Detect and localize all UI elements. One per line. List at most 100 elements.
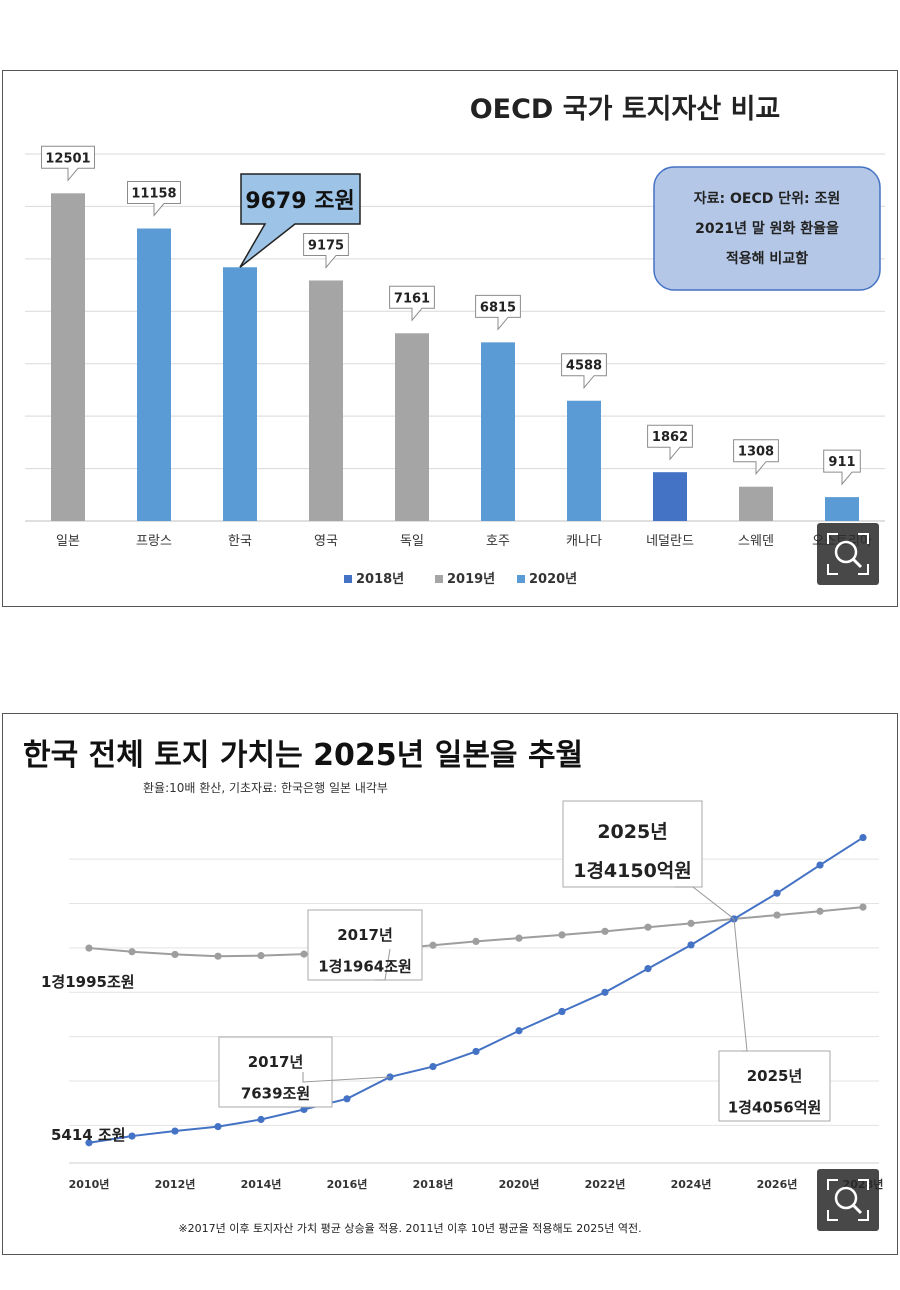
data-label-callout bbox=[41, 145, 95, 182]
x-tick-label: 영국 bbox=[314, 534, 338, 549]
cross-bottom-callout-box bbox=[718, 1050, 831, 1122]
footnote: ※2017년 이후 토지자산 가치 평균 상승율 적용. 2011년 이후 10… bbox=[178, 1221, 641, 1235]
data-label: 9175 bbox=[308, 238, 344, 253]
series-1-point-5 bbox=[300, 1105, 308, 1114]
series-0-point-4 bbox=[257, 952, 265, 960]
series-0-point-9 bbox=[472, 937, 480, 946]
series-0-point-2 bbox=[171, 950, 179, 959]
data-label-callout bbox=[647, 424, 693, 461]
x-tick-label: 일본 bbox=[56, 534, 80, 549]
bar-9 bbox=[825, 497, 859, 521]
gray-2017-callout-pointer bbox=[375, 948, 391, 981]
series-0-point-13 bbox=[644, 923, 652, 931]
land-asset-bar-chart-panel: OECD 국가 토지자산 비교 일본 12501 프랑스 11158 한국 영국 9175 독일… bbox=[2, 70, 898, 607]
bar-3 bbox=[309, 280, 343, 521]
legend-swatch bbox=[435, 575, 443, 583]
series-0-point-3 bbox=[214, 952, 222, 960]
series-1-point-6 bbox=[343, 1095, 351, 1103]
data-label-callout bbox=[303, 232, 349, 269]
series-1-point-13 bbox=[644, 965, 652, 973]
series-1-point-9 bbox=[472, 1047, 480, 1056]
bar-2 bbox=[223, 267, 257, 521]
series-0-point-11 bbox=[558, 931, 566, 939]
series-1-point-16 bbox=[773, 889, 781, 897]
blue-2017-callout-box bbox=[218, 1036, 333, 1108]
series-0-point-18 bbox=[859, 903, 867, 911]
zoom-magnifier-icon bbox=[827, 1179, 869, 1221]
x-tick-label: 2020년 bbox=[499, 1177, 540, 1191]
series-1-point-3 bbox=[214, 1123, 222, 1131]
bar-1 bbox=[137, 228, 171, 521]
blue-2017-callout-text: 2017년 bbox=[248, 1053, 304, 1071]
series-1-point-4 bbox=[257, 1115, 265, 1124]
legend-label: 2019년 bbox=[447, 572, 495, 587]
bar-0 bbox=[51, 193, 85, 521]
data-label: 12501 bbox=[45, 151, 90, 166]
series-0-point-5 bbox=[300, 950, 308, 958]
bar-8 bbox=[739, 486, 773, 521]
blue-start-label: 5414 조원 bbox=[51, 1126, 126, 1144]
note-line: 자료: OECD 단위: 조원 bbox=[694, 190, 840, 207]
cross-top-callout-text: 1경4150억원 bbox=[573, 860, 692, 882]
series-1-point-18 bbox=[859, 833, 867, 842]
x-tick-label: 2024년 bbox=[671, 1177, 712, 1191]
legend-label: 2020년 bbox=[529, 572, 577, 587]
series-1-point-7 bbox=[386, 1073, 394, 1081]
x-tick-label: 스웨덴 bbox=[738, 534, 774, 549]
data-label-callout bbox=[127, 181, 181, 217]
data-label: 1862 bbox=[652, 430, 688, 445]
series-1-point-17 bbox=[816, 861, 824, 869]
x-tick-label: 2018년 bbox=[413, 1177, 454, 1191]
data-label: 11158 bbox=[131, 187, 176, 202]
bar-6 bbox=[567, 400, 601, 521]
series-1-point-8 bbox=[429, 1062, 437, 1071]
data-label-callout bbox=[389, 285, 435, 322]
series-0-point-10 bbox=[515, 934, 523, 942]
zoom-button-chart-1[interactable] bbox=[817, 523, 879, 585]
cross-top-callout-box bbox=[562, 800, 703, 888]
chart-title: OECD 국가 토지자산 비교 bbox=[470, 94, 781, 125]
gray-2017-callout-text: 2017년 bbox=[337, 926, 393, 944]
x-tick-label: 2022년 bbox=[585, 1177, 626, 1191]
gray-2017-callout-box bbox=[307, 909, 423, 981]
x-tick-label: 2010년 bbox=[69, 1177, 110, 1191]
data-label-callout bbox=[733, 439, 779, 476]
gray-start-label: 1경1995조원 bbox=[41, 973, 135, 991]
highlight-callout bbox=[239, 173, 361, 268]
x-tick-label: 네덜란드 bbox=[646, 534, 694, 549]
cross-bottom-callout-pointer bbox=[733, 918, 748, 1052]
x-tick-label: 2026년 bbox=[757, 1177, 798, 1191]
chart-title: 한국 전체 토지 가치는 2025년 일본을 추월 bbox=[23, 738, 583, 773]
series-0-point-8 bbox=[429, 941, 437, 949]
data-label: 4588 bbox=[566, 359, 602, 374]
x-tick-label: 2014년 bbox=[241, 1177, 282, 1191]
x-tick-label: 2012년 bbox=[155, 1177, 196, 1191]
data-label: 911 bbox=[828, 455, 855, 470]
series-1-point-14 bbox=[687, 941, 695, 949]
highlight-label: 9679 조원 bbox=[245, 189, 354, 214]
series-line-0 bbox=[88, 906, 864, 958]
series-0-point-1 bbox=[128, 948, 136, 956]
data-label-callout bbox=[475, 294, 521, 331]
x-tick-label: 호주 bbox=[486, 534, 510, 549]
series-0-point-16 bbox=[773, 911, 781, 919]
zoom-button-chart-2[interactable] bbox=[817, 1169, 879, 1231]
cross-top-callout-pointer bbox=[675, 886, 735, 920]
data-label-callout bbox=[561, 353, 607, 390]
cross-bottom-callout-text: 2025년 bbox=[747, 1067, 803, 1085]
series-1-point-1 bbox=[128, 1132, 136, 1140]
series-1-point-2 bbox=[171, 1127, 179, 1135]
cross-bottom-callout-text: 1경4056억원 bbox=[728, 1099, 822, 1117]
series-1-point-12 bbox=[601, 988, 609, 996]
data-label: 7161 bbox=[394, 291, 430, 306]
data-label: 6815 bbox=[480, 300, 516, 315]
blue-2017-callout-text: 7639조원 bbox=[241, 1085, 310, 1103]
x-tick-label: 한국 bbox=[228, 534, 252, 549]
note-line: 2021년 말 원화 환율을 bbox=[695, 220, 839, 237]
bar-4 bbox=[395, 333, 429, 521]
legend-swatch bbox=[344, 575, 352, 583]
bar-5 bbox=[481, 342, 515, 521]
cross-top-callout-text: 2025년 bbox=[597, 821, 667, 843]
